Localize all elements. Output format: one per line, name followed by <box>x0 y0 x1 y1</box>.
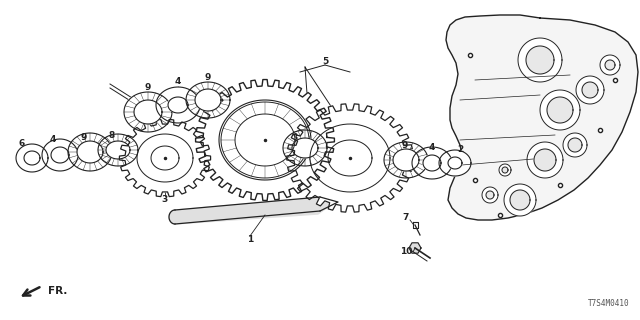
Polygon shape <box>486 191 494 199</box>
Text: 6: 6 <box>19 139 25 148</box>
Polygon shape <box>409 243 421 253</box>
Polygon shape <box>439 150 471 176</box>
Polygon shape <box>292 138 318 158</box>
Text: FR.: FR. <box>48 286 67 296</box>
Polygon shape <box>221 102 309 178</box>
Polygon shape <box>24 151 40 165</box>
Polygon shape <box>568 138 582 152</box>
Polygon shape <box>124 92 172 132</box>
Polygon shape <box>384 142 428 178</box>
Polygon shape <box>120 119 211 196</box>
Polygon shape <box>423 155 441 171</box>
Polygon shape <box>77 141 103 163</box>
Text: 8: 8 <box>109 131 115 140</box>
Polygon shape <box>582 82 598 98</box>
Polygon shape <box>51 147 69 163</box>
Polygon shape <box>393 149 419 171</box>
Polygon shape <box>168 97 188 113</box>
Text: 3: 3 <box>162 196 168 204</box>
Polygon shape <box>186 82 230 118</box>
Polygon shape <box>563 133 587 157</box>
Polygon shape <box>412 147 452 179</box>
Polygon shape <box>68 133 112 171</box>
Polygon shape <box>42 139 78 171</box>
Polygon shape <box>482 187 498 203</box>
Text: 4: 4 <box>50 135 56 145</box>
Polygon shape <box>169 210 175 224</box>
Text: 4: 4 <box>175 77 181 86</box>
Polygon shape <box>134 100 162 124</box>
Polygon shape <box>605 60 615 70</box>
Text: 9: 9 <box>205 74 211 83</box>
Text: 8: 8 <box>292 133 298 142</box>
Polygon shape <box>540 90 580 130</box>
Polygon shape <box>510 190 530 210</box>
Text: 7: 7 <box>403 213 409 222</box>
Polygon shape <box>502 167 508 173</box>
Text: 9: 9 <box>402 140 408 149</box>
Polygon shape <box>499 164 511 176</box>
Text: 9: 9 <box>145 84 151 92</box>
Text: T7S4M0410: T7S4M0410 <box>588 299 630 308</box>
Text: 2: 2 <box>457 146 463 155</box>
Text: 10: 10 <box>400 247 412 257</box>
Text: 9: 9 <box>81 132 87 141</box>
Polygon shape <box>98 134 138 166</box>
Polygon shape <box>156 87 200 123</box>
Polygon shape <box>446 15 638 220</box>
Polygon shape <box>526 46 554 74</box>
Polygon shape <box>504 184 536 216</box>
Polygon shape <box>283 130 327 166</box>
Polygon shape <box>600 55 620 75</box>
Polygon shape <box>518 38 562 82</box>
Polygon shape <box>16 144 48 172</box>
Polygon shape <box>576 76 604 104</box>
Text: 4: 4 <box>429 143 435 153</box>
Text: 5: 5 <box>322 58 328 67</box>
Polygon shape <box>235 114 295 166</box>
Polygon shape <box>106 141 130 159</box>
Polygon shape <box>448 157 462 169</box>
Polygon shape <box>196 79 335 200</box>
Polygon shape <box>175 198 335 224</box>
Polygon shape <box>527 142 563 178</box>
Polygon shape <box>547 97 573 123</box>
Polygon shape <box>534 149 556 171</box>
Polygon shape <box>195 89 221 111</box>
Polygon shape <box>287 104 413 212</box>
Text: 1: 1 <box>247 236 253 244</box>
